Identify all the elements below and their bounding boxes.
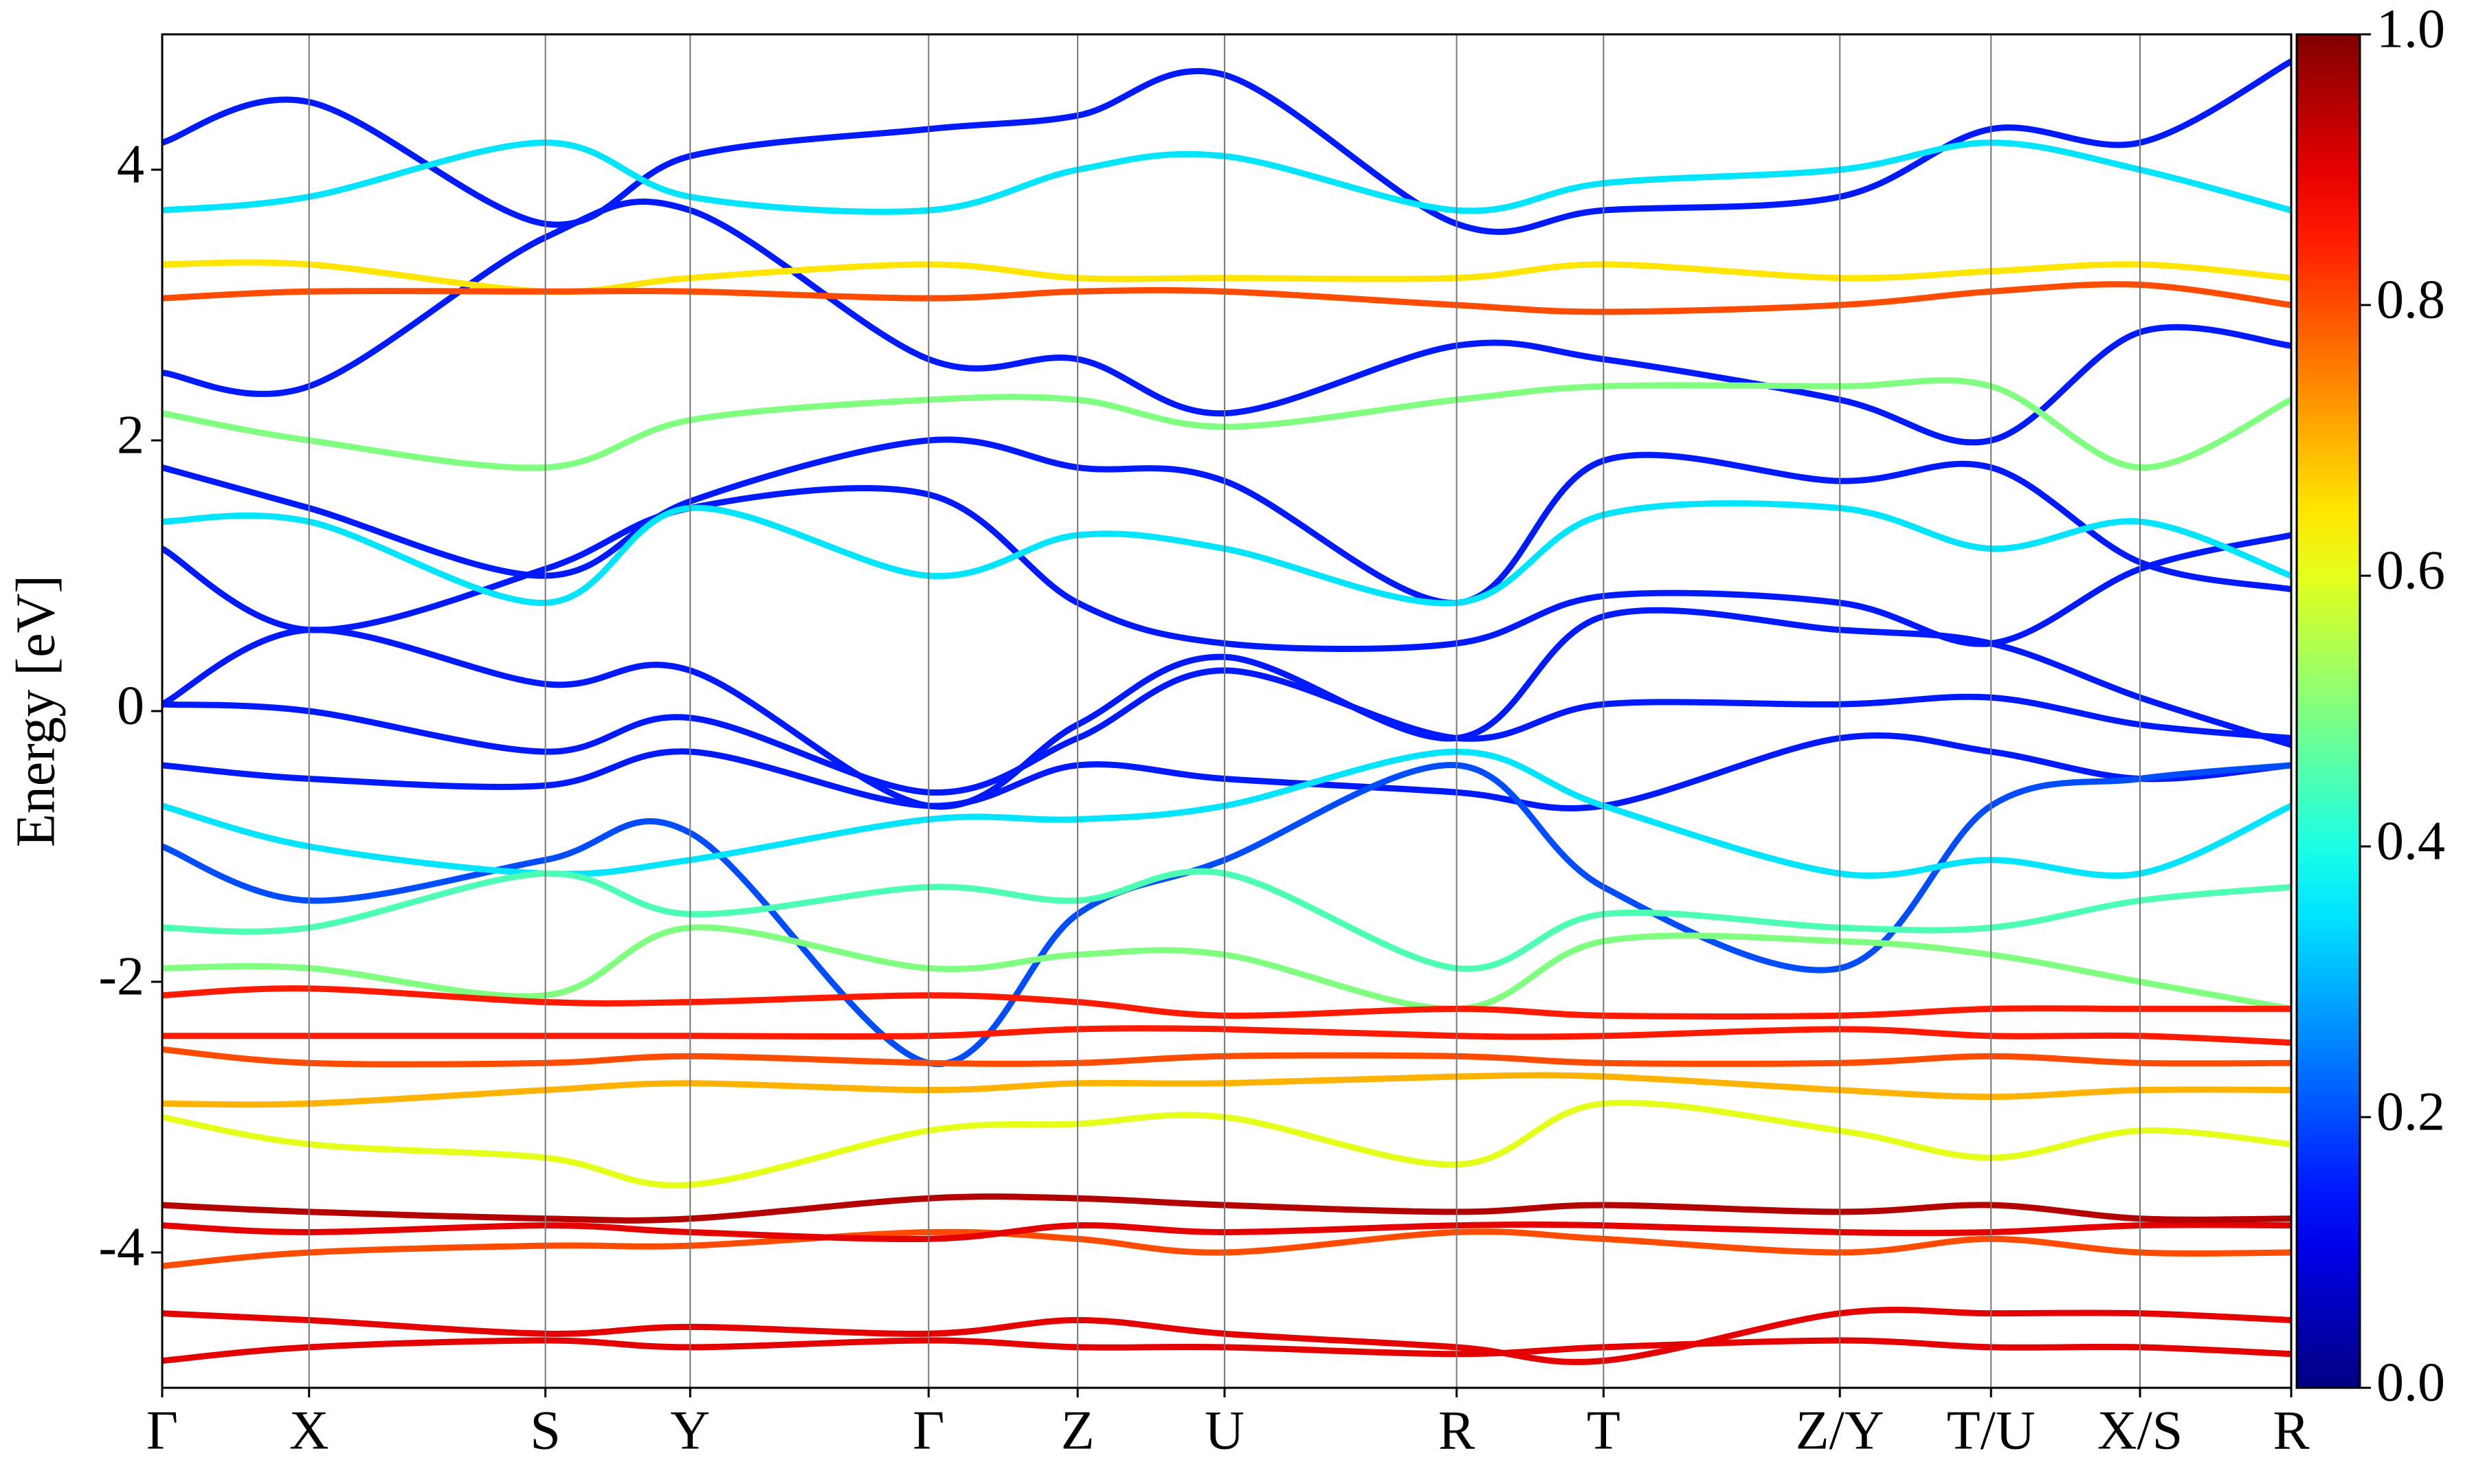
colorbar-tick-label: 0.8 xyxy=(2376,269,2445,330)
x-tick-label: T/U xyxy=(1947,1400,2036,1461)
x-tick-label: R xyxy=(1438,1400,1475,1461)
x-tick-label: Γ xyxy=(913,1400,944,1461)
y-tick-label: 2 xyxy=(117,405,144,465)
y-tick-label: 4 xyxy=(117,134,144,194)
colorbar-tick-label: 1.0 xyxy=(2376,0,2445,59)
band xyxy=(162,1072,2291,1108)
colorbar-tick-label: 0.0 xyxy=(2376,1352,2445,1413)
x-tick-label: X/S xyxy=(2097,1400,2183,1461)
colorbar-tick-label: 0.4 xyxy=(2376,811,2445,871)
x-tick-label: U xyxy=(1205,1400,1245,1461)
x-tick-label: Γ xyxy=(146,1400,178,1461)
band xyxy=(162,1046,2291,1068)
band xyxy=(162,1193,2291,1224)
y-tick-label: 0 xyxy=(117,675,144,736)
x-tick-label: X xyxy=(289,1400,329,1461)
colorbar xyxy=(2295,33,2361,1389)
x-tick-label: S xyxy=(530,1400,561,1461)
y-tick-label: -2 xyxy=(98,946,144,1007)
band xyxy=(162,1099,2291,1189)
colorbar-tick-label: 0.6 xyxy=(2376,540,2445,600)
bands xyxy=(162,58,2291,1365)
band xyxy=(162,667,2291,796)
x-tick-label: R xyxy=(2273,1400,2310,1461)
x-tick-label: Y xyxy=(670,1400,710,1461)
y-axis-label: Energy [eV] xyxy=(5,575,66,847)
x-tick-label: Z/Y xyxy=(1796,1400,1884,1461)
x-tick-label: Z xyxy=(1061,1400,1095,1461)
band xyxy=(162,1025,2291,1046)
band xyxy=(162,199,2291,446)
plot-frame xyxy=(161,33,2293,1389)
band xyxy=(162,376,2291,471)
band xyxy=(162,281,2291,315)
band xyxy=(162,762,2291,1068)
band xyxy=(162,500,2291,607)
x-tick-label: T xyxy=(1587,1400,1620,1461)
band xyxy=(162,1228,2291,1270)
y-tick-label: -4 xyxy=(98,1217,144,1277)
band xyxy=(162,1337,2291,1364)
band xyxy=(162,1307,2291,1365)
colorbar-tick-label: 0.2 xyxy=(2376,1081,2445,1142)
